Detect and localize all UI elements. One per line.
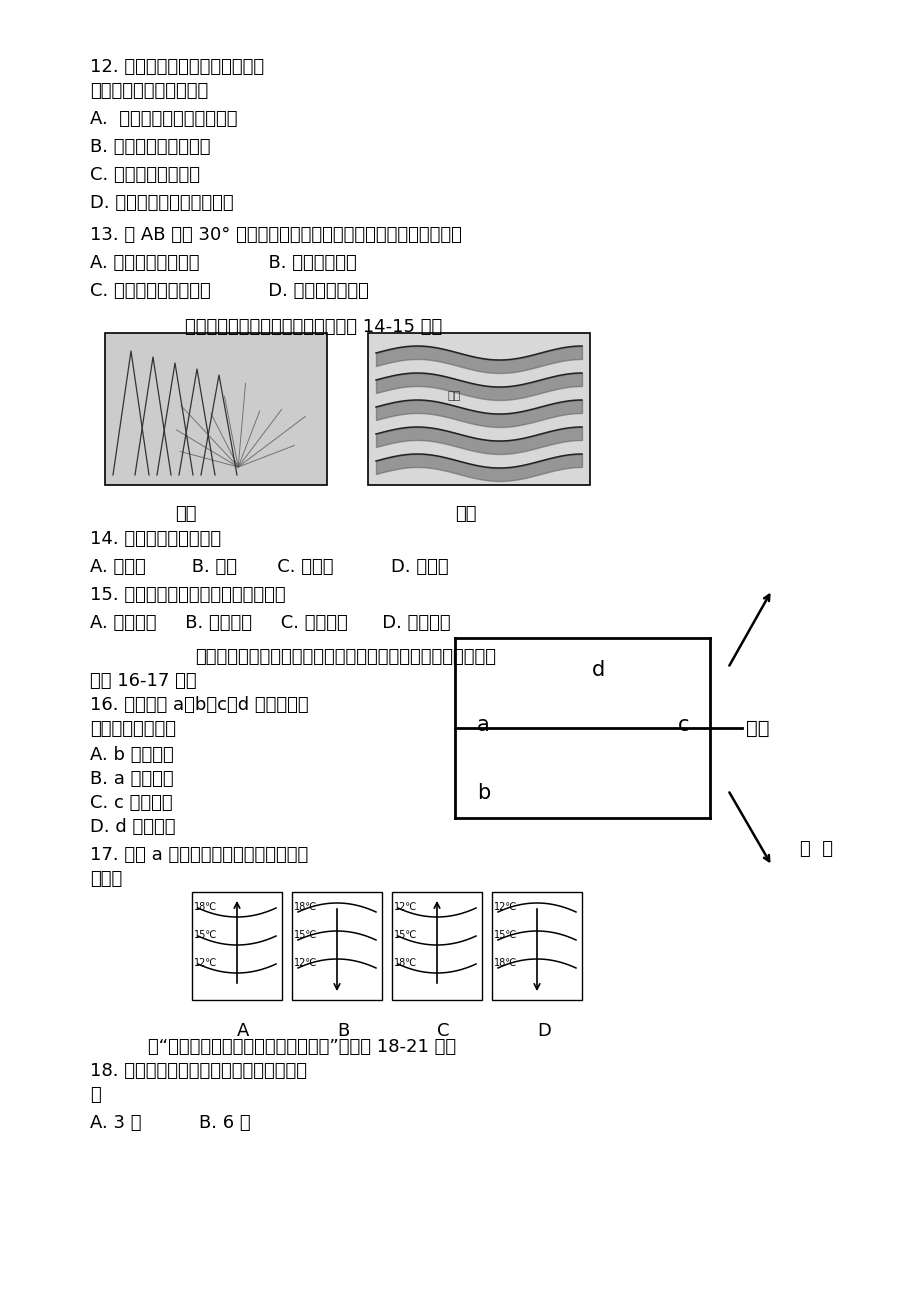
Text: B. a 处为暖流: B. a 处为暖流 (90, 769, 174, 788)
Text: 12℃: 12℃ (194, 958, 217, 967)
Text: 注明: 注明 (448, 391, 460, 401)
Text: 右图为某区域洋流环流简图，箍头为相应风带的盛行风。读图，: 右图为某区域洋流环流简图，箍头为相应风带的盛行风。读图， (195, 648, 495, 667)
Text: 回答 16-17 题。: 回答 16-17 题。 (90, 672, 197, 690)
Text: D. d 处为寒流: D. d 处为寒流 (90, 818, 176, 836)
Text: 图乙: 图乙 (455, 505, 476, 523)
Text: 15℃: 15℃ (294, 930, 317, 940)
Text: A: A (237, 1022, 249, 1040)
Text: 12. 若该图表示亚洲东部冬季季风: 12. 若该图表示亚洲东部冬季季风 (90, 59, 264, 76)
Text: 的说法，正确的是: 的说法，正确的是 (90, 720, 176, 738)
Text: A. 风力侵蚀     B. 风力堆积     C. 流水侵蚀      D. 流水堆积: A. 风力侵蚀 B. 风力堆积 C. 流水侵蚀 D. 流水堆积 (90, 615, 450, 631)
Text: 13. 若 AB 线是 30° 纬线，该区域位于海洋上，则下列说法正确的是: 13. 若 AB 线是 30° 纬线，该区域位于海洋上，则下列说法正确的是 (90, 227, 461, 243)
Text: C. c 处为暖流: C. c 处为暖流 (90, 794, 173, 812)
Text: 图甲: 图甲 (175, 505, 197, 523)
Text: A. 该海域位于北半球            B. 甲洋流为寒流: A. 该海域位于北半球 B. 甲洋流为寒流 (90, 254, 357, 272)
Text: C. 丙处附近有渔场形成          D. 该海域为太平洋: C. 丙处附近有渔场形成 D. 该海域为太平洋 (90, 283, 369, 299)
Text: 纬线: 纬线 (745, 719, 768, 738)
Text: 14. 图甲所示地貌名称为: 14. 图甲所示地貌名称为 (90, 530, 221, 548)
Text: d: d (591, 660, 605, 680)
Text: 示  一: 示 一 (800, 840, 832, 858)
Bar (391, 892, 482, 1000)
Text: 是: 是 (90, 1086, 101, 1104)
Text: 16. 下列关于 a、b、c、d 四处的洋流: 16. 下列关于 a、b、c、d 四处的洋流 (90, 697, 308, 713)
Text: 致的是: 致的是 (90, 870, 122, 888)
Text: A. 3 月          B. 6 月: A. 3 月 B. 6 月 (90, 1115, 250, 1131)
Bar (291, 892, 381, 1000)
Text: 15. 图乙所示地貌，其形成原因主要是: 15. 图乙所示地貌，其形成原因主要是 (90, 586, 285, 604)
Text: 18℃: 18℃ (494, 958, 516, 967)
Text: C: C (437, 1022, 449, 1040)
Text: 15℃: 15℃ (194, 930, 217, 940)
Bar (192, 892, 282, 1000)
Text: D. 乙气流的性质为温和干燥: D. 乙气流的性质为温和干燥 (90, 194, 233, 212)
Text: D: D (537, 1022, 550, 1040)
Text: b: b (476, 783, 490, 803)
Text: 15℃: 15℃ (494, 930, 516, 940)
Text: 12℃: 12℃ (494, 902, 516, 911)
Text: 18℃: 18℃ (393, 958, 417, 967)
Text: c: c (677, 715, 688, 736)
Text: A. 三角洲        B. 沙丘       C. 冲积扇          D. 河漫滩: A. 三角洲 B. 沙丘 C. 冲积扇 D. 河漫滩 (90, 559, 448, 575)
Text: C. 乙气流为西北季风: C. 乙气流为西北季风 (90, 165, 199, 184)
Text: 12℃: 12℃ (294, 958, 317, 967)
Text: 17. 流经 a 处的洋流流向与下列四幅图所: 17. 流经 a 处的洋流流向与下列四幅图所 (90, 846, 308, 865)
Text: B: B (336, 1022, 349, 1040)
Text: 环流，下列说法正确的是: 环流，下列说法正确的是 (90, 82, 208, 100)
Text: 18℃: 18℃ (194, 902, 217, 911)
Text: 18. 图示洋流环流系统最有可能出现的月份: 18. 图示洋流环流系统最有可能出现的月份 (90, 1062, 307, 1079)
Text: 12℃: 12℃ (393, 902, 417, 911)
Text: 读图甲和图乙所示的两种地貌，回答 14-15 题。: 读图甲和图乙所示的两种地貌，回答 14-15 题。 (185, 318, 442, 336)
Text: a: a (476, 715, 489, 736)
Text: 15℃: 15℃ (393, 930, 417, 940)
Bar (368, 333, 589, 486)
Bar (105, 333, 326, 486)
Text: A. b 处为寒流: A. b 处为寒流 (90, 746, 174, 764)
Text: 读“某大洋某季节局部洋流分布示意图”，回答 18-21 题。: 读“某大洋某季节局部洋流分布示意图”，回答 18-21 题。 (148, 1038, 456, 1056)
Text: B. 丙处天气以晴朗为主: B. 丙处天气以晴朗为主 (90, 138, 210, 156)
Text: 18℃: 18℃ (294, 902, 317, 911)
Text: A.  甲处是海洋，丙处是陆地: A. 甲处是海洋，丙处是陆地 (90, 109, 237, 128)
Bar (492, 892, 582, 1000)
